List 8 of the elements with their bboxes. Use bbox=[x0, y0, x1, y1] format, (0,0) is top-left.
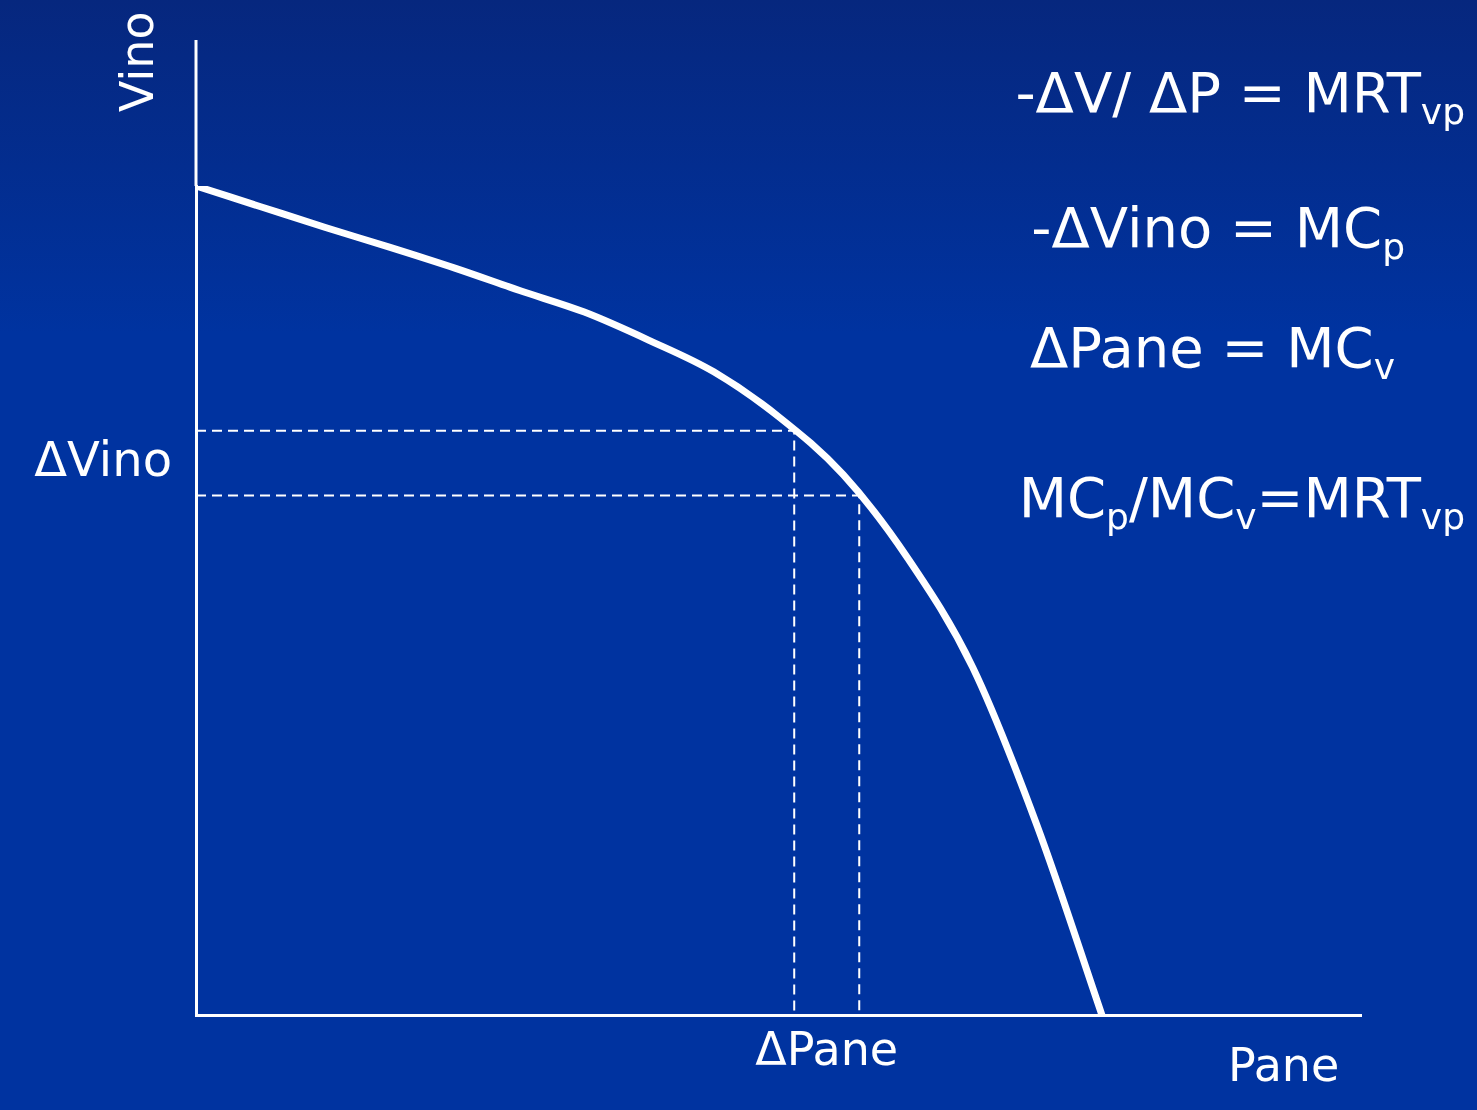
text: -ΔV/ ΔP = MRT$_{vp}$ bbox=[1015, 60, 1465, 133]
x-axis-title: Pane bbox=[1228, 1038, 1340, 1092]
annotation: ΔPane = MC$_{v}$ bbox=[1029, 315, 1395, 388]
annotation: MC$_{p}$/MC$_{v}$=MRT$_{vp}$ bbox=[1018, 465, 1465, 538]
y-axis-title: Vino bbox=[110, 11, 164, 112]
annotation: -ΔVino = MC$_{p}$ bbox=[1031, 195, 1405, 268]
ref-line-label: ΔVino bbox=[34, 430, 172, 487]
text: ΔPane bbox=[755, 1021, 899, 1076]
